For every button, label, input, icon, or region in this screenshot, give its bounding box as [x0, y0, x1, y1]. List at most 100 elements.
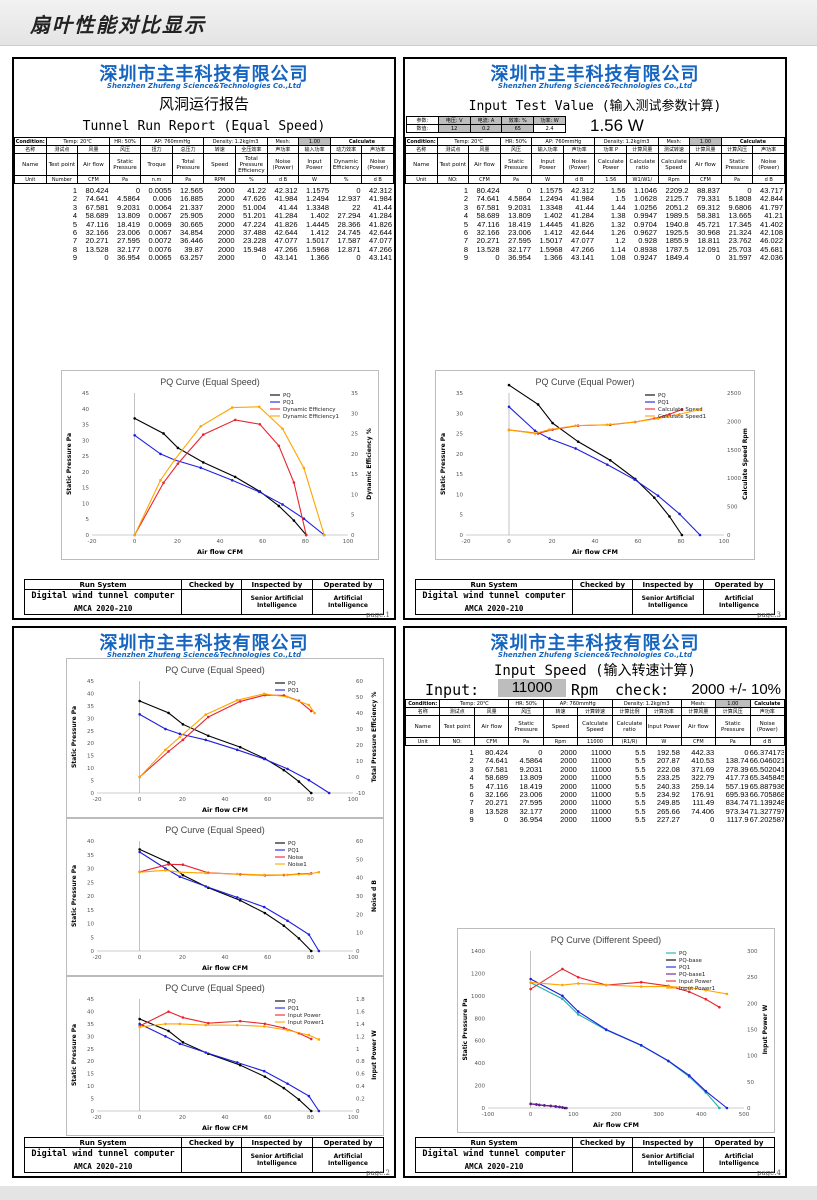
- data-point: [167, 1010, 170, 1013]
- page-number: page.2: [366, 1169, 390, 1177]
- power-value: 1.56 W: [590, 116, 644, 135]
- operated-by-label: Operated by: [311, 579, 385, 590]
- input-speed-field[interactable]: 11000: [498, 679, 566, 697]
- header-unit: %: [235, 175, 268, 184]
- table-cell: 240.33: [656, 782, 680, 791]
- condition-condition: Condition:: [405, 699, 441, 708]
- table-cell: 74.406: [691, 807, 715, 816]
- legend-label: PQ-base: [679, 958, 703, 964]
- data-point: [262, 1025, 266, 1028]
- table-cell: 11000: [590, 774, 612, 783]
- header-cn: 总压力: [171, 145, 205, 154]
- x-tick-label: -20: [93, 1115, 102, 1121]
- data-point: [201, 433, 205, 436]
- header-cn: 风压: [499, 145, 533, 154]
- condition-hr: HR: 50%: [499, 137, 533, 146]
- table-cell: 4: [72, 212, 77, 221]
- header-name: Static Pressure: [508, 715, 544, 738]
- data-point: [230, 478, 234, 482]
- header-cn: 计算转速: [577, 707, 613, 716]
- company-name-cn: 深圳市主丰科技有限公司: [490, 633, 700, 654]
- data-point: [307, 933, 311, 936]
- header-cn: 风量: [473, 707, 510, 716]
- table-cell: 41.284: [369, 212, 392, 221]
- table-cell: 973.34: [725, 807, 749, 816]
- y-tick-label: 25: [82, 454, 89, 460]
- y2-tick-label: 30: [351, 411, 358, 417]
- header-cn: 风量: [468, 145, 501, 154]
- series-line: [508, 384, 683, 536]
- table-cell: 0: [526, 187, 531, 195]
- series-line: [139, 1018, 312, 1112]
- table-cell: 3: [469, 765, 474, 774]
- data-point: [327, 791, 331, 795]
- y-tick-label: 40: [87, 691, 94, 697]
- run-system-label: Run System: [414, 579, 574, 590]
- legend-label: PQ: [679, 951, 687, 957]
- operated-by-value: Artificial Intelligence: [702, 589, 776, 615]
- footer-band: [0, 1186, 817, 1200]
- series-line: [139, 694, 312, 778]
- data-point: [233, 418, 237, 422]
- table-cell: 47.077: [369, 237, 392, 246]
- table-cell: 1.08: [610, 254, 626, 263]
- header-cn: 声功率: [562, 145, 596, 154]
- table-cell: 1117.9: [726, 816, 749, 825]
- legend-label: PQ1: [658, 400, 669, 406]
- header-cn: 扭力: [140, 145, 173, 154]
- data-point: [561, 1106, 564, 1109]
- table-cell: 1.1046: [634, 187, 657, 195]
- table-cell: 12.091: [697, 245, 720, 254]
- table-cell: 1940.8: [665, 220, 689, 229]
- table-cell: 1.4445: [539, 220, 563, 229]
- y-tick-label: 10: [87, 1084, 94, 1090]
- data-point: [133, 533, 136, 537]
- y2-tick-label: 10: [351, 492, 358, 498]
- table-cell: 5.5: [635, 807, 646, 816]
- y2-tick-label: 5: [351, 513, 355, 519]
- data-point: [678, 512, 681, 516]
- model-value: AMCA 2020-210: [464, 1162, 524, 1171]
- header-name: Air flow: [473, 715, 510, 738]
- data-point: [263, 1022, 267, 1026]
- header-name: Static Pressure: [715, 715, 751, 738]
- x-tick-label: 20: [549, 539, 556, 545]
- data-point: [138, 1022, 141, 1026]
- table-cell: 47.077: [274, 237, 298, 246]
- y2-tick-label: 10: [356, 759, 363, 765]
- table-row: 6 32.166 23.006 2000 11000 5.5 234.92 176.91 695…: [406, 791, 784, 799]
- operated-by-label: Operated by: [702, 1137, 776, 1148]
- table-cell: 1.5968: [306, 245, 329, 254]
- header-cn: 测试点: [439, 707, 475, 716]
- table-cell: 63.257: [180, 254, 203, 263]
- data-point: [574, 447, 577, 450]
- header-unit: W1/W1/: [626, 175, 659, 184]
- table-cell: 18.811: [697, 237, 720, 246]
- y-tick-label: 400: [475, 1061, 486, 1067]
- table-cell: 11000: [590, 816, 612, 825]
- table-cell: 0.9704: [634, 220, 657, 229]
- y2-tick-label: 0: [351, 533, 355, 539]
- data-point: [258, 422, 262, 426]
- table-cell: 80.424: [476, 187, 500, 195]
- data-point: [317, 1109, 321, 1113]
- y-tick-label: 5: [91, 1097, 95, 1103]
- y-tick-label: 15: [82, 486, 89, 492]
- table-row: 8 13.528 32.177 2000 11000 5.5 265.66 74.406 973…: [406, 808, 784, 816]
- y2-tick-label: 0: [356, 1109, 360, 1115]
- run-system-value: Digital wind tunnel computer: [31, 1149, 175, 1159]
- legend-label: PQ: [283, 393, 291, 399]
- legend-label: PQ: [658, 393, 666, 399]
- data-point: [238, 700, 242, 703]
- company-name-en: Shenzhen Zhufeng Science&Technologies Co…: [106, 82, 302, 90]
- chart-equal-speed: PQ Curve (Equal Speed) 0 5 10 15 20 25 30 35 40 45…: [61, 370, 379, 560]
- table-cell: 278.39: [725, 765, 749, 774]
- table-row: 4 58.689 13.809 2000 11000 5.5 233.25 322.79 417…: [406, 774, 784, 782]
- table-cell: 9.6806: [728, 203, 752, 212]
- table-cell: 9.2031: [117, 203, 140, 212]
- data-point: [159, 452, 162, 456]
- y-tick-label: 800: [475, 1016, 486, 1022]
- checked-by-value: [572, 1147, 633, 1173]
- table-cell: 30.968: [697, 229, 720, 238]
- table-cell: 0.0072: [148, 237, 172, 246]
